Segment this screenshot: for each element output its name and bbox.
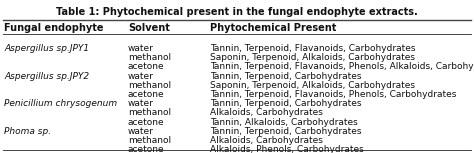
Text: acetone: acetone <box>128 118 164 127</box>
Text: water: water <box>128 127 154 136</box>
Text: methanol: methanol <box>128 53 171 62</box>
Text: Alkaloids, Phenols, Carbohydrates: Alkaloids, Phenols, Carbohydrates <box>210 145 364 153</box>
Text: Tannin, Terpenoid, Carbohydrates: Tannin, Terpenoid, Carbohydrates <box>210 127 362 136</box>
Text: Aspergillus sp.JPY2: Aspergillus sp.JPY2 <box>4 72 89 81</box>
Text: Fungal endophyte: Fungal endophyte <box>4 23 103 33</box>
Text: Aspergillus sp.JPY1: Aspergillus sp.JPY1 <box>4 44 89 53</box>
Text: Penicillium chrysogenum: Penicillium chrysogenum <box>4 99 117 108</box>
Text: Tannin, Terpenoid, Flavanoids, Phenols, Carbohydrates: Tannin, Terpenoid, Flavanoids, Phenols, … <box>210 90 456 99</box>
Text: methanol: methanol <box>128 108 171 117</box>
Text: Phoma sp.: Phoma sp. <box>4 127 51 136</box>
Text: Tannin, Terpenoid, Carbohydrates: Tannin, Terpenoid, Carbohydrates <box>210 99 362 108</box>
Text: Solvent: Solvent <box>128 23 170 33</box>
Text: Tannin, Terpenoid, Carbohydrates: Tannin, Terpenoid, Carbohydrates <box>210 72 362 81</box>
Text: Saponin, Terpenoid, Alkaloids, Carbohydrates: Saponin, Terpenoid, Alkaloids, Carbohydr… <box>210 81 415 90</box>
Text: Phytochemical Present: Phytochemical Present <box>210 23 337 33</box>
Text: water: water <box>128 72 154 81</box>
Text: acetone: acetone <box>128 90 164 99</box>
Text: acetone: acetone <box>128 145 164 153</box>
Text: methanol: methanol <box>128 81 171 90</box>
Text: Tannin, Terpenoid, Flavanoids, Carbohydrates: Tannin, Terpenoid, Flavanoids, Carbohydr… <box>210 44 416 53</box>
Text: Saponin, Terpenoid, Alkaloids, Carbohydrates: Saponin, Terpenoid, Alkaloids, Carbohydr… <box>210 53 415 62</box>
Text: Table 1: Phytochemical present in the fungal endophyte extracts.: Table 1: Phytochemical present in the fu… <box>56 7 418 17</box>
Text: water: water <box>128 44 154 53</box>
Text: Alkaloids, Carbohydrates: Alkaloids, Carbohydrates <box>210 108 323 117</box>
Text: methanol: methanol <box>128 136 171 145</box>
Text: acetone: acetone <box>128 62 164 71</box>
Text: Alkaloids, Carbohydrates: Alkaloids, Carbohydrates <box>210 136 323 145</box>
Text: water: water <box>128 99 154 108</box>
Text: Tannin, Terpenoid, Flavanoids, Phenols, Alkaloids, Carbohydrates: Tannin, Terpenoid, Flavanoids, Phenols, … <box>210 62 474 71</box>
Text: Tannin, Alkaloids, Carbohydrates: Tannin, Alkaloids, Carbohydrates <box>210 118 358 127</box>
